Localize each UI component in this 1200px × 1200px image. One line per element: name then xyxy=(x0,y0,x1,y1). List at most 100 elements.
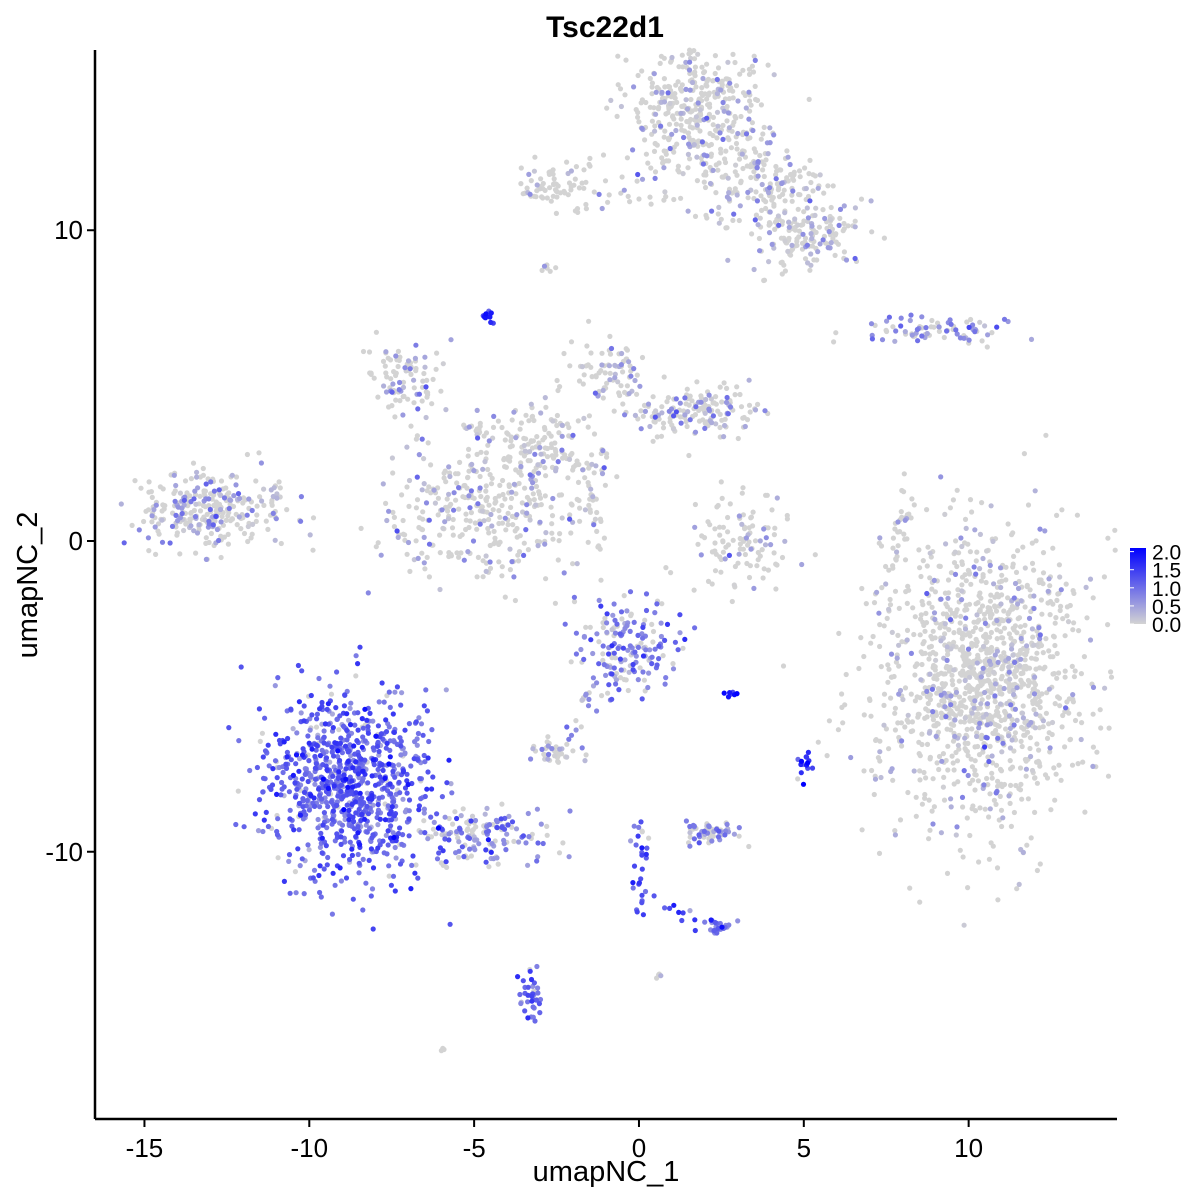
cell-point xyxy=(1051,765,1057,771)
cell-point xyxy=(1018,738,1024,745)
cell-point xyxy=(929,713,936,719)
cell-point xyxy=(696,832,702,838)
cell-point xyxy=(760,167,766,173)
cell-point xyxy=(446,837,452,843)
cell-point xyxy=(527,968,533,974)
cell-point xyxy=(1059,507,1065,513)
cell-point xyxy=(526,497,533,503)
cell-point xyxy=(321,740,327,746)
cell-point xyxy=(676,909,682,916)
cell-point xyxy=(508,495,515,501)
cell-point xyxy=(499,502,505,509)
cell-point xyxy=(502,594,508,600)
cell-point xyxy=(999,783,1005,790)
cell-point xyxy=(414,474,420,480)
cell-point xyxy=(904,637,910,643)
cell-point xyxy=(713,190,719,196)
cell-point xyxy=(1005,595,1011,601)
cell-point xyxy=(726,190,732,196)
cell-point xyxy=(985,782,991,788)
cell-point xyxy=(250,521,256,528)
cell-point xyxy=(347,705,353,712)
cell-point xyxy=(394,528,400,534)
cell-point xyxy=(542,395,548,401)
cell-point xyxy=(1058,777,1064,783)
cell-point xyxy=(631,863,638,869)
x-tick-label: -10 xyxy=(291,1133,329,1163)
cell-point xyxy=(369,886,376,892)
cell-point xyxy=(687,823,693,830)
cell-point xyxy=(619,616,625,622)
cell-point xyxy=(361,816,368,822)
cell-point xyxy=(714,504,720,510)
cell-point xyxy=(118,501,124,507)
cell-point xyxy=(748,515,754,521)
cell-point xyxy=(624,608,630,614)
cell-point xyxy=(341,703,347,709)
cell-point xyxy=(586,502,592,508)
cell-point xyxy=(579,364,586,370)
cell-point xyxy=(779,554,786,561)
cell-point xyxy=(991,669,997,675)
cell-point xyxy=(658,620,664,626)
cell-point xyxy=(871,600,878,606)
cell-point xyxy=(202,488,208,494)
cell-point xyxy=(535,990,541,996)
cell-point xyxy=(512,597,519,604)
cell-point xyxy=(1047,745,1053,751)
cell-point xyxy=(488,481,495,487)
cell-point xyxy=(347,839,353,845)
cell-point xyxy=(668,570,674,576)
cell-point xyxy=(1051,634,1057,640)
cell-point xyxy=(702,425,708,431)
cell-point xyxy=(542,465,548,471)
cell-point xyxy=(400,517,406,524)
cell-point xyxy=(1000,635,1006,641)
cell-point xyxy=(912,672,918,678)
cell-point xyxy=(967,674,973,680)
cell-point xyxy=(582,758,588,764)
cell-point xyxy=(599,205,605,212)
cell-point xyxy=(497,539,503,545)
cell-point xyxy=(643,647,649,653)
cell-point xyxy=(1105,535,1111,541)
cell-point xyxy=(495,418,501,424)
cell-point xyxy=(411,385,417,391)
cell-point xyxy=(703,396,709,403)
cell-point xyxy=(722,159,729,166)
cell-point xyxy=(368,370,374,376)
cell-point xyxy=(889,766,895,772)
cell-point xyxy=(583,692,589,698)
cell-point xyxy=(301,703,307,709)
cell-point xyxy=(962,690,968,697)
cell-point xyxy=(861,712,867,718)
cell-point xyxy=(715,211,721,217)
cell-point xyxy=(416,452,422,458)
cell-point xyxy=(946,668,953,674)
cell-point xyxy=(894,553,900,560)
cell-point xyxy=(663,194,669,200)
cell-point xyxy=(761,526,767,532)
cell-point xyxy=(727,404,734,410)
cell-point xyxy=(476,427,482,433)
cell-point xyxy=(380,767,386,774)
cell-point xyxy=(398,738,404,745)
cell-point xyxy=(579,180,585,186)
cell-point xyxy=(520,978,526,984)
cell-point xyxy=(1062,633,1068,639)
cell-point xyxy=(356,860,362,866)
cell-point xyxy=(1011,638,1018,645)
cell-point xyxy=(725,135,731,141)
cell-point xyxy=(1006,664,1012,670)
cell-point xyxy=(261,486,267,492)
cell-point xyxy=(505,457,511,463)
cell-point xyxy=(533,483,540,490)
cell-point xyxy=(727,80,733,86)
cell-point xyxy=(310,875,316,881)
cell-point xyxy=(518,420,525,426)
cell-point xyxy=(615,53,621,59)
cell-point xyxy=(959,543,965,550)
cell-point xyxy=(543,530,549,536)
cell-point xyxy=(301,789,308,796)
cell-point xyxy=(391,813,397,819)
